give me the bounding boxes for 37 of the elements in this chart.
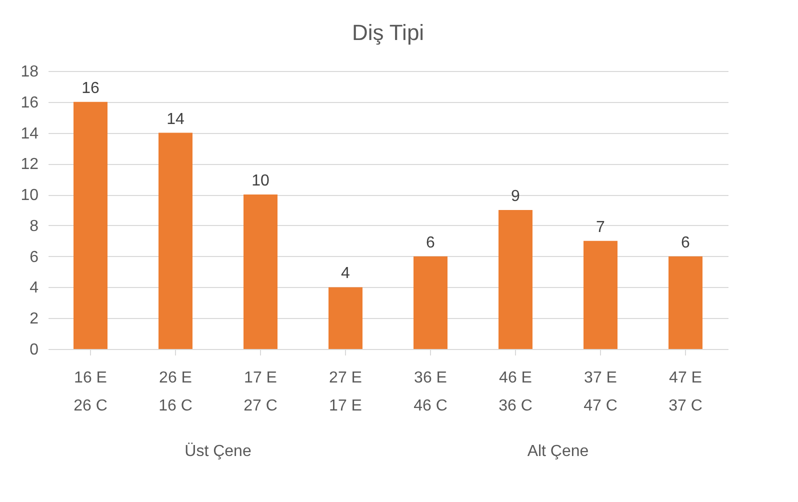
x-tick-label: 47 E 37 C <box>668 370 702 414</box>
data-label: 10 <box>252 172 270 190</box>
data-label: 4 <box>341 265 350 282</box>
y-tick-label: 14 <box>20 125 39 142</box>
y-tick-label: 8 <box>30 218 39 235</box>
x-tick-label: 26 E 16 C <box>158 370 192 414</box>
x-tick-label: 46 E 36 C <box>498 370 532 414</box>
y-tick-label: 4 <box>30 280 39 297</box>
bar <box>584 240 618 349</box>
text: Alt Çene <box>527 443 589 460</box>
bar <box>498 210 532 349</box>
text: Üst Çene <box>184 442 252 460</box>
y-tick-label: 2 <box>30 310 39 328</box>
x-tick-label: 17 E 27 C <box>244 370 278 414</box>
data-label: 6 <box>426 234 436 252</box>
bar <box>414 256 448 349</box>
y-tick-label: 10 <box>20 187 39 204</box>
x-tick-label: 16 E 26 C <box>74 370 108 414</box>
data-label: 7 <box>596 218 606 236</box>
bar <box>244 194 278 349</box>
bar <box>328 287 362 349</box>
x-tick-label: 37 E 47 C <box>584 370 618 414</box>
x-tick-label: 36 E 46 C <box>414 370 448 414</box>
y-tick-label: 0 <box>30 342 39 358</box>
data-label: 6 <box>681 234 690 252</box>
data-label: 14 <box>166 110 184 128</box>
x-tick-label: 27 E 17 E <box>329 370 362 414</box>
bar <box>74 102 108 349</box>
data-label: 9 <box>511 188 520 205</box>
data-label: 16 <box>82 80 100 97</box>
y-tick-label: 16 <box>20 94 39 112</box>
y-tick-label: 18 <box>20 64 39 80</box>
bar <box>668 256 702 349</box>
chart-title: Diş Tipi <box>352 20 424 45</box>
y-tick-label: 6 <box>30 248 39 266</box>
bar <box>158 132 192 349</box>
y-tick-label: 12 <box>20 156 39 174</box>
